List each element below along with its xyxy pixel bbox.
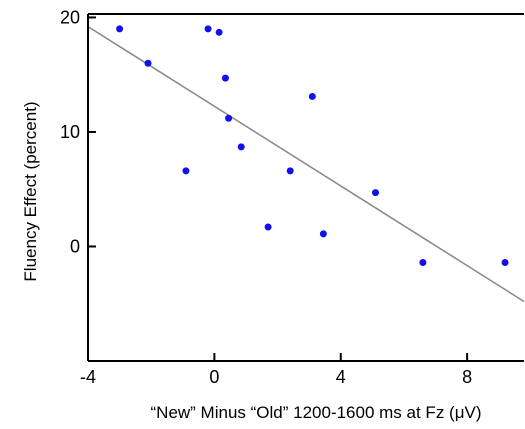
data-point [501,259,509,267]
axes [87,13,524,362]
y-axis-ticks: 0 10 20 [60,7,96,256]
y-tick-label: 20 [60,7,80,27]
trendline-layer [87,25,525,303]
y-tick-label: 0 [70,236,80,256]
data-point [319,230,327,238]
data-point [215,28,223,36]
data-point [264,223,272,231]
x-tick-label: 8 [462,367,472,387]
x-axis-title: “New” Minus “Old” 1200-1600 ms at Fz (μV… [151,403,482,422]
x-axis-ticks: -4 0 4 8 [80,353,472,387]
data-point [372,189,380,197]
x-tick-label: -4 [80,367,96,387]
data-point [221,74,229,82]
data-point [182,167,190,175]
x-tick-label: 0 [209,367,219,387]
data-point [116,25,124,33]
data-point [237,143,245,151]
data-point [419,259,427,267]
y-axis-title: Fluency Effect (percent) [21,101,40,281]
plot-background [88,14,524,361]
regression-line [87,25,525,303]
data-point [225,114,233,122]
x-tick-label: 4 [336,367,346,387]
data-point [286,167,294,175]
data-point [144,59,152,67]
plot-area [88,14,524,361]
data-point [308,92,316,100]
y-tick-label: 10 [60,122,80,142]
data-points [116,25,509,267]
data-point [204,25,212,33]
